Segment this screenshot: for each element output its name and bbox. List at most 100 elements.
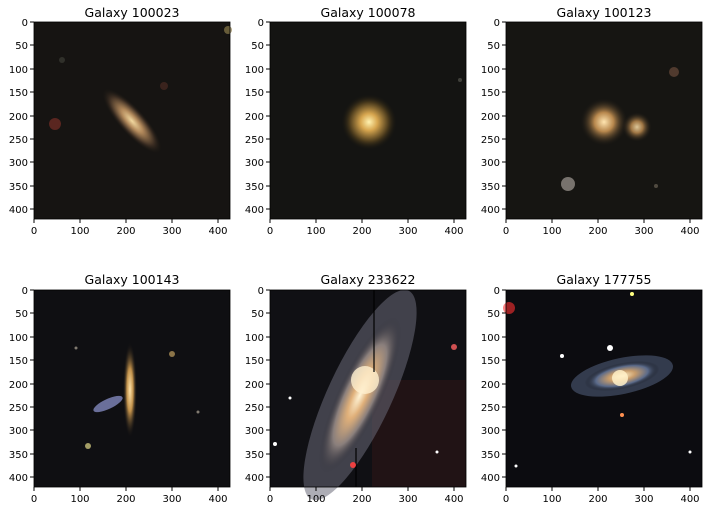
x-axis: 0 100 200 300 400 — [267, 487, 464, 505]
x-axis: 0 100 200 300 400 — [31, 487, 228, 505]
y-tick-label: 350 — [481, 182, 500, 193]
x-tick-label: 200 — [352, 494, 371, 505]
y-tick-label: 50 — [15, 309, 28, 320]
x-tick-label: 0 — [31, 226, 37, 237]
x-tick-label: 100 — [70, 494, 89, 505]
panel-title: Galaxy 100123 — [557, 5, 652, 20]
y-tick-label: 400 — [9, 473, 28, 484]
y-tick-label: 0 — [22, 18, 28, 29]
panel-6: Galaxy 177755 0 100 200 300 400 — [481, 272, 703, 505]
y-tick-label: 350 — [245, 450, 264, 461]
y-axis: 0 50 100 150 200 250 300 350 400 — [481, 18, 506, 216]
y-tick-label: 250 — [481, 403, 500, 414]
y-tick-label: 250 — [245, 135, 264, 146]
x-tick-label: 200 — [116, 494, 135, 505]
x-tick-label: 300 — [634, 226, 653, 237]
x-tick-label: 200 — [588, 226, 607, 237]
y-tick-label: 50 — [15, 41, 28, 52]
y-tick-label: 150 — [481, 356, 500, 367]
x-tick-label: 100 — [306, 494, 325, 505]
x-tick-label: 0 — [503, 494, 509, 505]
panel-2: Galaxy 100078 0 100 200 300 400 — [245, 5, 467, 237]
x-tick-label: 0 — [31, 494, 37, 505]
y-tick-label: 250 — [9, 135, 28, 146]
x-tick-label: 200 — [588, 494, 607, 505]
y-axis: 0 50 100 150 200 250 300 350 400 — [9, 18, 34, 216]
y-tick-label: 0 — [494, 18, 500, 29]
x-tick-label: 400 — [680, 226, 699, 237]
y-tick-label: 350 — [9, 450, 28, 461]
y-tick-label: 200 — [9, 380, 28, 391]
x-tick-label: 200 — [352, 226, 371, 237]
y-axis: 0 50 100 150 200 250 300 350 400 — [245, 286, 270, 484]
panel-title: Galaxy 177755 — [557, 272, 652, 287]
y-tick-label: 0 — [258, 286, 264, 297]
y-tick-label: 400 — [245, 473, 264, 484]
x-tick-label: 300 — [162, 226, 181, 237]
y-tick-label: 250 — [481, 135, 500, 146]
y-tick-label: 200 — [9, 112, 28, 123]
x-tick-label: 300 — [398, 494, 417, 505]
panel-title: Galaxy 100078 — [321, 5, 416, 20]
y-tick-label: 200 — [481, 380, 500, 391]
y-tick-label: 250 — [9, 403, 28, 414]
x-tick-label: 400 — [208, 226, 227, 237]
x-tick-label: 100 — [306, 226, 325, 237]
x-tick-label: 0 — [267, 226, 273, 237]
y-tick-label: 0 — [258, 18, 264, 29]
y-tick-label: 0 — [22, 286, 28, 297]
y-tick-label: 50 — [251, 309, 264, 320]
y-tick-label: 50 — [251, 41, 264, 52]
image — [270, 22, 466, 219]
image — [506, 22, 702, 219]
y-tick-label: 100 — [481, 65, 500, 76]
y-tick-label: 200 — [481, 112, 500, 123]
y-tick-label: 350 — [481, 450, 500, 461]
x-tick-label: 0 — [503, 226, 509, 237]
panel-title: Galaxy 100143 — [85, 272, 180, 287]
x-tick-label: 300 — [162, 494, 181, 505]
y-tick-label: 300 — [481, 158, 500, 169]
y-tick-label: 150 — [245, 356, 264, 367]
x-tick-label: 400 — [208, 494, 227, 505]
panel-title: Galaxy 100023 — [85, 5, 180, 20]
x-tick-label: 0 — [267, 494, 273, 505]
x-tick-label: 100 — [542, 494, 561, 505]
panel-3: Galaxy 100123 0 100 200 300 400 — [481, 5, 703, 237]
y-tick-label: 150 — [245, 88, 264, 99]
x-tick-label: 300 — [398, 226, 417, 237]
x-axis: 0 100 200 300 400 — [503, 487, 700, 505]
x-axis: 0 100 200 300 400 — [267, 219, 464, 237]
y-tick-label: 100 — [481, 333, 500, 344]
panel-1: Galaxy 100023 0 100 200 300 400 — [9, 5, 232, 237]
y-axis: 0 50 100 150 200 250 300 350 400 — [9, 286, 34, 484]
y-tick-label: 50 — [487, 41, 500, 52]
x-tick-label: 400 — [444, 494, 463, 505]
y-tick-label: 100 — [245, 65, 264, 76]
x-tick-label: 200 — [116, 226, 135, 237]
y-tick-label: 300 — [481, 426, 500, 437]
y-tick-label: 400 — [245, 205, 264, 216]
y-tick-label: 300 — [245, 158, 264, 169]
y-tick-label: 350 — [9, 182, 28, 193]
y-tick-label: 200 — [245, 380, 264, 391]
y-tick-label: 400 — [9, 205, 28, 216]
image — [270, 289, 466, 501]
image — [34, 290, 230, 487]
y-tick-label: 350 — [245, 182, 264, 193]
y-tick-label: 150 — [9, 356, 28, 367]
y-tick-label: 300 — [9, 158, 28, 169]
x-tick-label: 400 — [680, 494, 699, 505]
y-tick-label: 150 — [481, 88, 500, 99]
x-tick-label: 400 — [444, 226, 463, 237]
panel-title: Galaxy 233622 — [321, 272, 416, 287]
y-tick-label: 300 — [9, 426, 28, 437]
y-tick-label: 100 — [245, 333, 264, 344]
y-tick-label: 100 — [9, 333, 28, 344]
y-tick-label: 50 — [487, 309, 500, 320]
panel-4: Galaxy 100143 0 100 200 300 400 — [9, 272, 231, 505]
y-tick-label: 150 — [9, 88, 28, 99]
panel-5: Galaxy 233622 0 100 200 300 400 — [245, 272, 467, 505]
image — [34, 22, 232, 219]
